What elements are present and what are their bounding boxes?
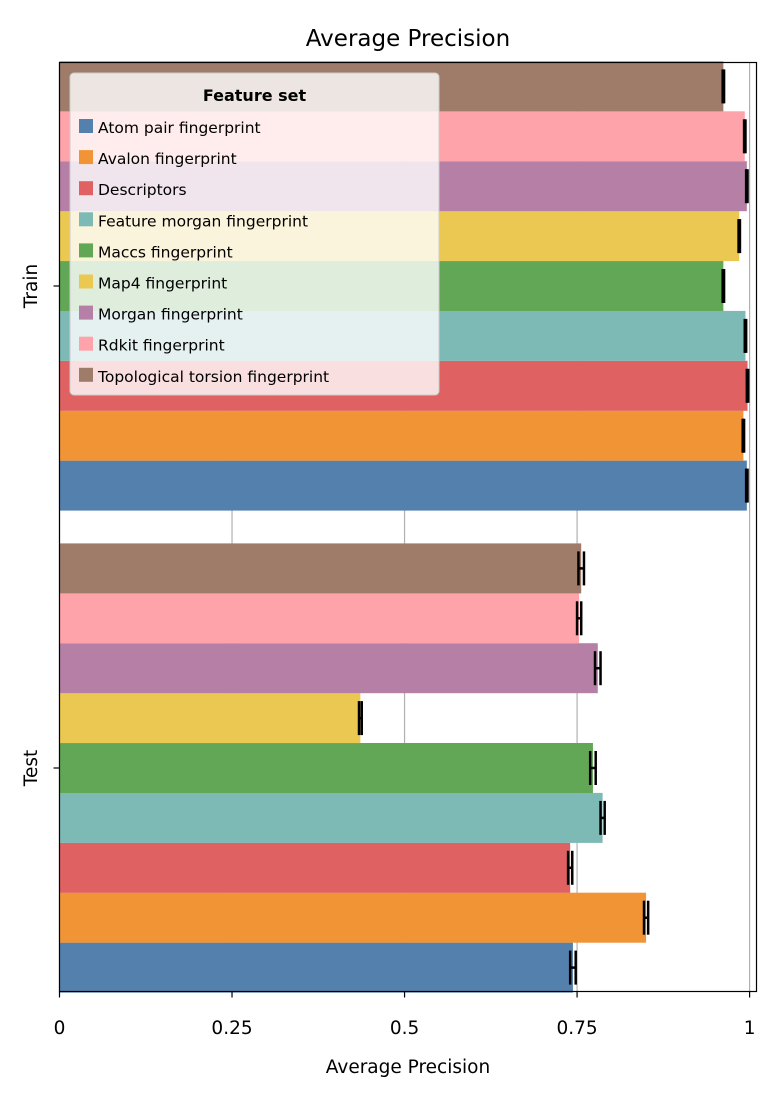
chart-title: Average Precision (306, 26, 510, 52)
legend-swatch-maccs-fingerprint (79, 243, 93, 258)
error-bar-train-feature-morgan-fingerprint (743, 318, 748, 353)
plot-frame (58, 61, 758, 993)
legend-label-feature-morgan-fingerprint: Feature morgan fingerprint (98, 212, 308, 230)
legend-items: Atom pair fingerprint Avalon fingerprint D… (79, 119, 329, 386)
legend-label-map4-fingerprint: Map4 fingerprint (98, 275, 227, 293)
x-tick-label-0-75: 0.75 (556, 1018, 597, 1039)
legend-label-atom-pair-fingerprint: Atom pair fingerprint (98, 119, 261, 137)
error-bar-train-topological-torsion-fingerprint (721, 69, 726, 104)
error-bar-test-atom-pair-fingerprint (568, 950, 577, 985)
legend-item-descriptors: Descriptors (79, 181, 187, 199)
legend-label-morgan-fingerprint: Morgan fingerprint (98, 306, 243, 324)
legend-swatch-rdkit-fingerprint (79, 336, 93, 351)
legend-swatch-avalon-fingerprint (79, 150, 93, 165)
error-bar-train-maccs-fingerprint (721, 269, 726, 303)
error-bar-test-map4-fingerprint (357, 701, 364, 736)
x-tick-label-0: 0 (54, 1018, 66, 1039)
error-bar-train-descriptors (745, 368, 750, 403)
y-axis-ticks: Train Test (21, 264, 60, 787)
legend-label-descriptors: Descriptors (98, 181, 187, 199)
x-axis-label: Average Precision (326, 1057, 490, 1078)
legend: Feature set Atom pair fingerprint Avalon … (69, 72, 440, 396)
legend-item-topological-torsion-fingerprint: Topological torsion fingerprint (79, 367, 329, 386)
bar-test-avalon-fingerprint (59, 892, 647, 943)
bar-test-atom-pair-fingerprint (59, 942, 573, 993)
legend-swatch-descriptors (79, 181, 93, 196)
bar-train-avalon-fingerprint (59, 410, 744, 461)
error-bar-train-rdkit-fingerprint (742, 119, 747, 154)
error-bar-test-rdkit-fingerprint (575, 601, 583, 636)
error-bar-test-topological-torsion-fingerprint (577, 551, 586, 586)
legend-box (69, 72, 440, 396)
error-bar-test-avalon-fingerprint (642, 900, 650, 935)
error-bar-test-feature-morgan-fingerprint (599, 800, 606, 835)
legend-swatch-map4-fingerprint (79, 274, 93, 289)
bar-test-topological-torsion-fingerprint (59, 543, 582, 594)
legend-item-morgan-fingerprint: Morgan fingerprint (79, 305, 243, 324)
bar-test-map4-fingerprint (59, 693, 361, 744)
y-tick-label-test: Test (21, 750, 42, 787)
error-bars-group (357, 69, 750, 985)
error-bar-test-morgan-fingerprint (593, 651, 602, 686)
legend-swatch-topological-torsion-fingerprint (79, 367, 93, 382)
bar-train-atom-pair-fingerprint (59, 460, 747, 511)
error-bar-train-map4-fingerprint (737, 219, 742, 254)
legend-item-maccs-fingerprint: Maccs fingerprint (79, 243, 233, 261)
legend-item-rdkit-fingerprint: Rdkit fingerprint (79, 336, 225, 355)
error-bar-train-atom-pair-fingerprint (744, 468, 749, 503)
error-bar-test-maccs-fingerprint (588, 751, 597, 785)
legend-label-rdkit-fingerprint: Rdkit fingerprint (98, 337, 225, 355)
bar-test-morgan-fingerprint (59, 643, 598, 694)
legend-swatch-atom-pair-fingerprint (79, 119, 93, 133)
x-axis-ticks: 0 0.25 0.5 0.75 1 (54, 991, 756, 1039)
bar-test-feature-morgan-fingerprint (59, 792, 603, 843)
error-bar-train-morgan-fingerprint (744, 169, 749, 204)
legend-title: Feature set (203, 86, 307, 105)
legend-label-topological-torsion-fingerprint: Topological torsion fingerprint (97, 368, 329, 386)
bar-test-maccs-fingerprint (59, 743, 593, 793)
legend-label-avalon-fingerprint: Avalon fingerprint (98, 150, 237, 168)
legend-item-avalon-fingerprint: Avalon fingerprint (79, 150, 237, 168)
legend-item-atom-pair-fingerprint: Atom pair fingerprint (79, 119, 261, 137)
legend-item-map4-fingerprint: Map4 fingerprint (79, 274, 227, 293)
bar-test-rdkit-fingerprint (59, 593, 580, 644)
error-bar-test-descriptors (566, 850, 574, 885)
bar-test-descriptors (59, 842, 571, 893)
legend-label-maccs-fingerprint: Maccs fingerprint (98, 243, 233, 261)
x-tick-label-0-5: 0.5 (390, 1018, 419, 1039)
legend-item-feature-morgan-fingerprint: Feature morgan fingerprint (79, 212, 308, 230)
legend-swatch-morgan-fingerprint (79, 305, 93, 320)
legend-swatch-feature-morgan-fingerprint (79, 212, 93, 227)
error-bar-train-avalon-fingerprint (741, 418, 746, 453)
x-tick-label-1: 1 (744, 1018, 756, 1039)
x-tick-label-0-25: 0.25 (211, 1018, 252, 1039)
y-tick-label-train: Train (21, 264, 42, 309)
